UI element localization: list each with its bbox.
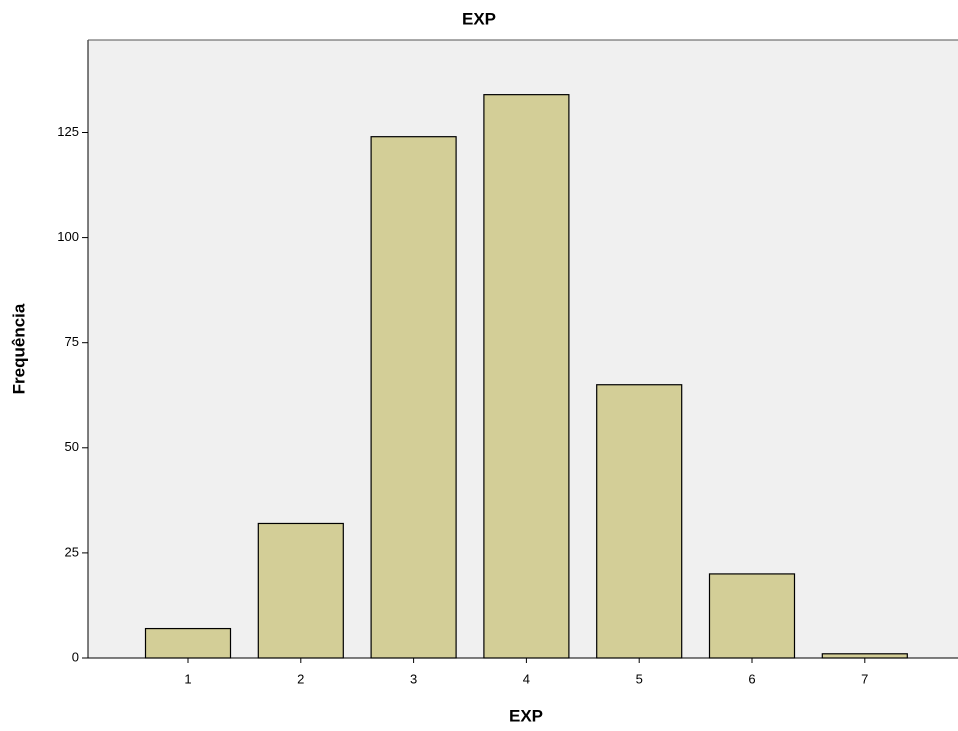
bar	[257, 522, 344, 659]
bar	[708, 573, 796, 659]
bar	[370, 136, 457, 659]
x-tick-label: 6	[748, 671, 755, 686]
x-tick-label: 3	[410, 671, 417, 686]
bar	[483, 94, 570, 659]
y-tick-label: 125	[57, 124, 79, 139]
x-tick-label: 7	[861, 671, 868, 686]
bar	[144, 627, 232, 659]
bar	[596, 384, 683, 659]
y-tick-label: 50	[65, 439, 79, 454]
y-tick-label: 25	[65, 544, 79, 559]
x-tick-label: 1	[184, 671, 191, 686]
x-tick-label: 4	[523, 671, 530, 686]
y-tick-label: 100	[57, 229, 79, 244]
x-axis-label: EXP	[509, 706, 543, 725]
x-tick-label: 2	[297, 671, 304, 686]
bar	[821, 653, 908, 659]
y-tick-label: 75	[65, 334, 79, 349]
chart-title: EXP	[462, 9, 496, 28]
y-axis-label: Frequência	[9, 303, 28, 394]
x-tick-label: 5	[636, 671, 643, 686]
y-tick-label: 0	[72, 649, 79, 664]
